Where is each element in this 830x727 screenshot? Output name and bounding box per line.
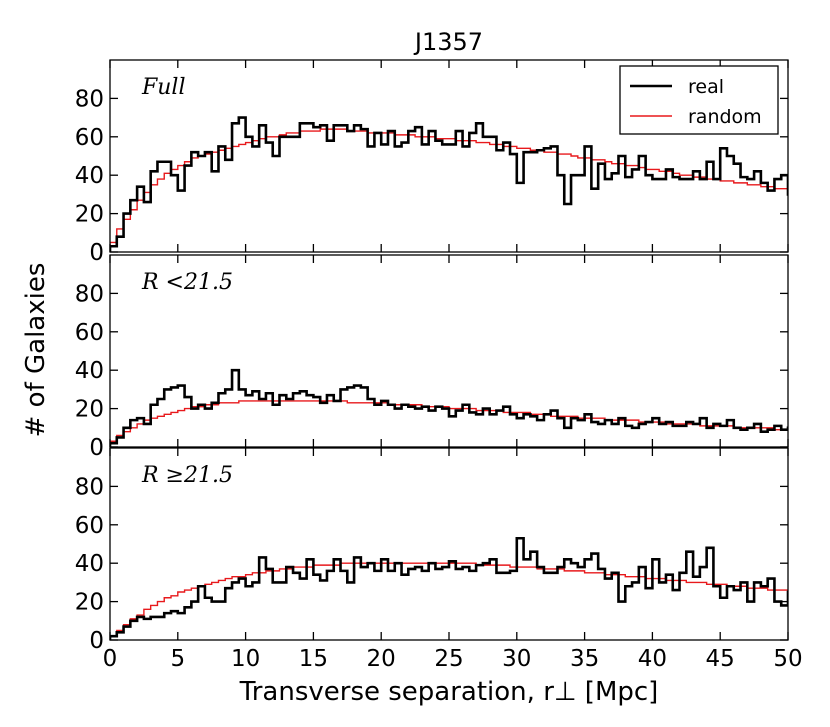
y-tick-label: 60 [75,125,104,151]
y-tick-label: 40 [75,163,104,189]
y-tick-label: 80 [75,281,104,307]
x-tick-label: 45 [706,646,735,672]
y-tick-label: 80 [75,474,104,500]
x-tick-labels: 0 5 10 15 20 25 30 35 40 45 50 [103,646,803,672]
y-tick-label: 20 [75,397,104,423]
x-axis-label: Transverse separation, r⊥ [Mpc] [239,677,659,707]
y-tick-label: 0 [89,435,104,461]
chart-title: J1357 [413,28,483,56]
x-tick-label: 0 [103,646,118,672]
series-real-panel-1 [110,116,788,252]
x-tick-label: 15 [299,646,328,672]
series-real-panel-2 [110,368,788,447]
legend-box [619,65,779,135]
x-tick-label: 20 [367,646,396,672]
legend-label-real: real [688,76,724,98]
y-tick-label: 20 [75,590,104,616]
x-tick-label: 30 [502,646,531,672]
y-tick-label: 0 [89,240,104,266]
panel-3: 0 20 40 60 80 R ≥21.5 [75,447,789,654]
y-tick-label: 20 [75,202,104,228]
panel-label: Full [141,75,186,100]
y-tick-label: 80 [75,86,104,112]
y-tick-label: 60 [75,320,104,346]
legend: real random [619,65,779,135]
series-real-panel-3 [110,536,788,640]
y-tick-label: 0 [89,628,104,654]
panel-2: 0 20 40 60 80 R <21.5 [75,254,789,461]
x-tick-label: 25 [434,646,463,672]
x-tick-label: 5 [170,646,185,672]
x-tick-label: 50 [773,646,802,672]
panel-1: 0 20 40 60 80 Full real random [75,59,789,266]
panel-label: R ≥21.5 [141,463,233,488]
y-tick-label: 40 [75,551,104,577]
y-tick-label: 40 [75,358,104,384]
panel-label: R <21.5 [141,270,233,295]
y-axis-label: # of Galaxies [21,263,51,438]
y-tick-label: 60 [75,513,104,539]
series-random-panel-3 [110,562,788,640]
x-tick-label: 10 [231,646,260,672]
legend-label-random: random [688,106,762,128]
x-tick-label: 35 [570,646,599,672]
x-tick-label: 40 [638,646,667,672]
